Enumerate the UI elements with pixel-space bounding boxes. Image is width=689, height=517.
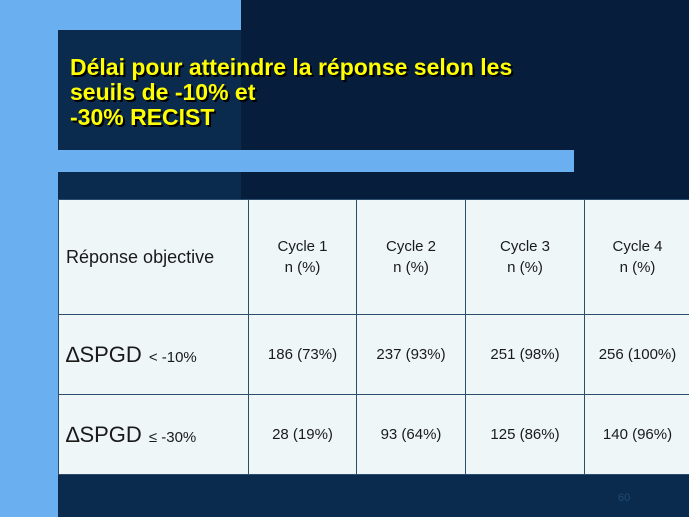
table-cell: 256 (100%): [584, 314, 689, 395]
row-label: ∆SPGD ≤ -30%: [58, 394, 249, 475]
title-line-1: Délai pour atteindre la réponse selon le…: [70, 54, 513, 80]
response-table: Réponse objective Cycle 1 n (%) Cycle 2 …: [58, 199, 689, 475]
table-cell: 28 (19%): [248, 394, 357, 475]
header-cycle-2: Cycle 2 n (%): [356, 199, 466, 315]
header-cycle-1: Cycle 1 n (%): [248, 199, 357, 315]
table-cell: 93 (64%): [356, 394, 466, 475]
header-cycle-3: Cycle 3 n (%): [465, 199, 585, 315]
row-threshold: ≤ -30%: [148, 428, 197, 446]
background-strip-top: [0, 0, 241, 30]
cycle-unit: n (%): [284, 259, 321, 276]
background-bar: [0, 150, 574, 172]
cycle-name: Cycle 1: [277, 238, 328, 255]
header-label: Réponse objective: [58, 199, 249, 315]
row-metric: ∆SPGD: [66, 341, 142, 367]
table-cell: 251 (98%): [465, 314, 585, 395]
title-line-3: -30% RECIST: [70, 104, 215, 130]
cycle-unit: n (%): [507, 259, 543, 276]
row-label: ∆SPGD < -10%: [58, 314, 249, 395]
row-metric: ∆SPGD: [66, 421, 142, 447]
table-header-row: Réponse objective Cycle 1 n (%) Cycle 2 …: [58, 199, 689, 315]
slide-title: Délai pour atteindre la réponse selon le…: [70, 55, 590, 130]
cycle-name: Cycle 4: [612, 238, 663, 255]
table-cell: 186 (73%): [248, 314, 357, 395]
row-threshold: < -10%: [148, 348, 197, 366]
table-row: ∆SPGD < -10% 186 (73%) 237 (93%) 251 (98…: [58, 314, 689, 395]
header-cycle-4: Cycle 4 n (%): [584, 199, 689, 315]
cycle-unit: n (%): [619, 259, 656, 276]
title-line-2: seuils de -10% et: [70, 79, 256, 105]
page-number: 60: [618, 492, 631, 504]
background-strip-left: [0, 0, 58, 517]
table-row: ∆SPGD ≤ -30% 28 (19%) 93 (64%) 125 (86%)…: [58, 394, 689, 475]
cycle-unit: n (%): [393, 259, 429, 276]
cycle-name: Cycle 3: [499, 238, 551, 255]
table-cell: 140 (96%): [584, 394, 689, 475]
background-tab: [58, 30, 241, 150]
table-cell: 125 (86%): [465, 394, 585, 475]
table-cell: 237 (93%): [356, 314, 466, 395]
cycle-name: Cycle 2: [385, 238, 437, 255]
